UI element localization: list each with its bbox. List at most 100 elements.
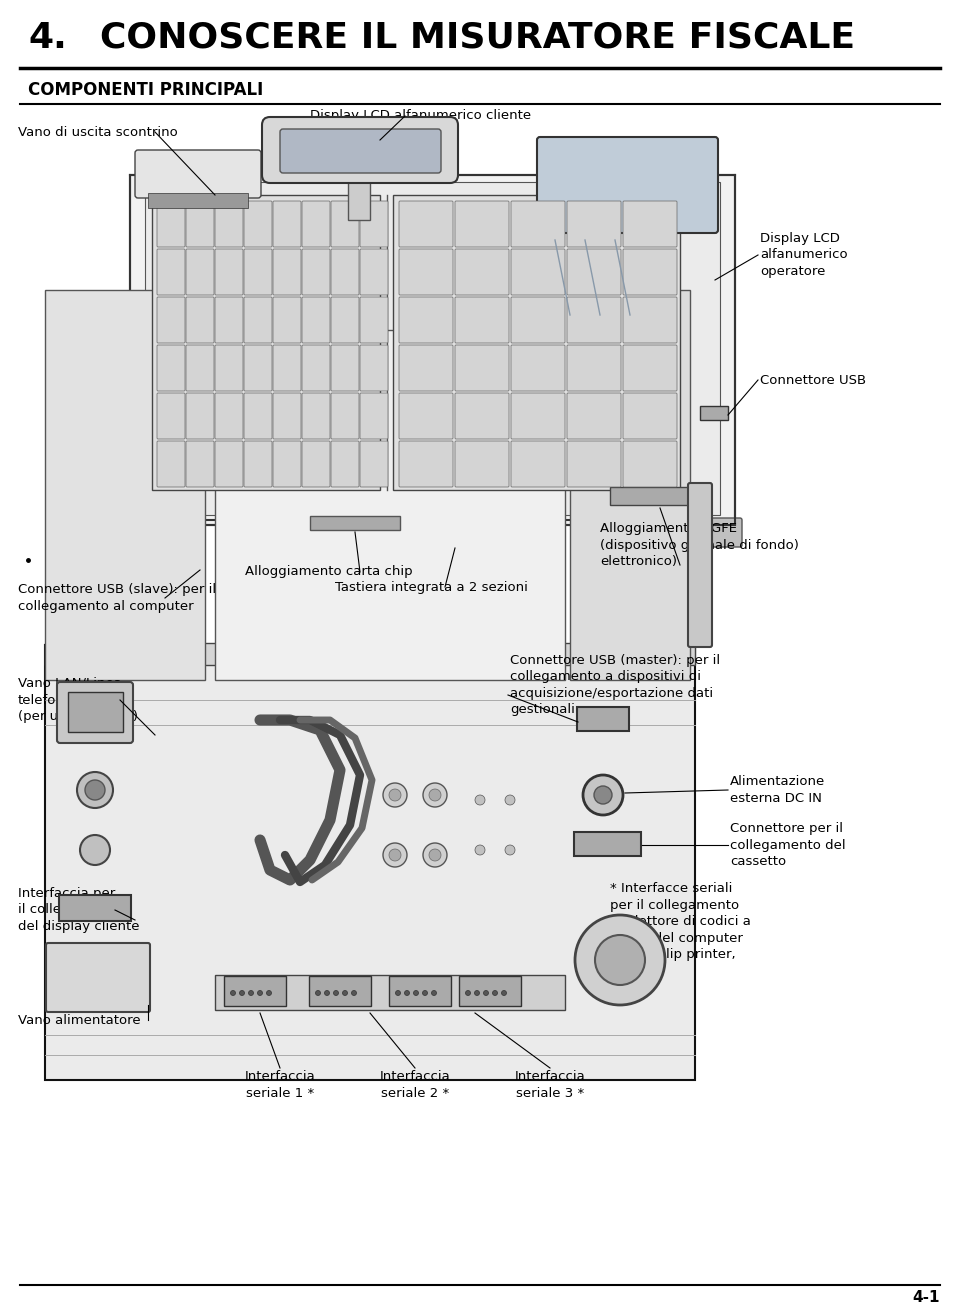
Text: * Interfacce seriali
per il collegamento
del lettore di codici a
barre, del comp: * Interfacce seriali per il collegamento… bbox=[610, 882, 751, 977]
Circle shape bbox=[423, 783, 447, 806]
FancyBboxPatch shape bbox=[455, 249, 509, 295]
Circle shape bbox=[85, 780, 105, 800]
FancyBboxPatch shape bbox=[623, 345, 677, 392]
Circle shape bbox=[267, 990, 272, 996]
Circle shape bbox=[343, 990, 348, 996]
Text: Display LCD alfanumerico cliente: Display LCD alfanumerico cliente bbox=[310, 110, 531, 123]
Polygon shape bbox=[152, 194, 380, 489]
Circle shape bbox=[404, 990, 410, 996]
Circle shape bbox=[351, 990, 356, 996]
Circle shape bbox=[239, 990, 245, 996]
FancyBboxPatch shape bbox=[57, 683, 133, 743]
FancyBboxPatch shape bbox=[215, 393, 243, 438]
Text: Alloggiamento carta chip: Alloggiamento carta chip bbox=[245, 565, 413, 578]
Text: Display LCD
alfanumerico
operatore: Display LCD alfanumerico operatore bbox=[760, 232, 848, 278]
FancyBboxPatch shape bbox=[224, 976, 286, 1006]
FancyBboxPatch shape bbox=[302, 393, 330, 438]
Text: 4.: 4. bbox=[28, 21, 67, 55]
Circle shape bbox=[324, 990, 329, 996]
FancyBboxPatch shape bbox=[511, 201, 565, 247]
FancyBboxPatch shape bbox=[331, 201, 359, 247]
Circle shape bbox=[80, 835, 110, 865]
Circle shape bbox=[501, 990, 507, 996]
FancyBboxPatch shape bbox=[389, 976, 451, 1006]
Text: Interfaccia per
il collegamento
del display cliente: Interfaccia per il collegamento del disp… bbox=[18, 887, 139, 933]
FancyBboxPatch shape bbox=[459, 976, 521, 1006]
FancyBboxPatch shape bbox=[244, 249, 272, 295]
FancyBboxPatch shape bbox=[46, 944, 150, 1011]
Circle shape bbox=[595, 934, 645, 985]
FancyBboxPatch shape bbox=[244, 345, 272, 392]
Bar bbox=[610, 487, 710, 505]
Circle shape bbox=[575, 915, 665, 1005]
FancyBboxPatch shape bbox=[399, 393, 453, 438]
Bar bbox=[570, 290, 690, 680]
Bar bbox=[45, 643, 695, 666]
FancyBboxPatch shape bbox=[399, 441, 453, 487]
FancyBboxPatch shape bbox=[302, 201, 330, 247]
Circle shape bbox=[475, 795, 485, 805]
FancyBboxPatch shape bbox=[537, 137, 718, 234]
Circle shape bbox=[77, 773, 113, 808]
FancyBboxPatch shape bbox=[360, 298, 388, 343]
Circle shape bbox=[429, 790, 441, 801]
FancyBboxPatch shape bbox=[135, 150, 261, 198]
FancyBboxPatch shape bbox=[59, 895, 131, 921]
FancyBboxPatch shape bbox=[273, 201, 301, 247]
Circle shape bbox=[466, 990, 470, 996]
FancyBboxPatch shape bbox=[399, 345, 453, 392]
FancyBboxPatch shape bbox=[331, 249, 359, 295]
FancyBboxPatch shape bbox=[360, 201, 388, 247]
FancyBboxPatch shape bbox=[331, 345, 359, 392]
Circle shape bbox=[316, 990, 321, 996]
FancyBboxPatch shape bbox=[511, 441, 565, 487]
FancyBboxPatch shape bbox=[399, 298, 453, 343]
Text: Alloggiamento DGFE
(dispositivo giornale di fondo)
elettronico): Alloggiamento DGFE (dispositivo giornale… bbox=[600, 522, 799, 568]
FancyBboxPatch shape bbox=[331, 441, 359, 487]
FancyBboxPatch shape bbox=[511, 393, 565, 438]
FancyBboxPatch shape bbox=[608, 518, 652, 547]
Circle shape bbox=[492, 990, 497, 996]
Text: CONOSCERE IL MISURATORE FISCALE: CONOSCERE IL MISURATORE FISCALE bbox=[100, 21, 855, 55]
Bar bbox=[700, 406, 728, 420]
Circle shape bbox=[484, 990, 489, 996]
Text: 4-1: 4-1 bbox=[913, 1291, 940, 1305]
Bar bbox=[68, 692, 123, 732]
Polygon shape bbox=[348, 175, 370, 221]
Text: Alimentazione
esterna DC IN: Alimentazione esterna DC IN bbox=[730, 775, 826, 805]
Text: Vano LAN/Linea
telefonica
(per utilizzi futuri): Vano LAN/Linea telefonica (per utilizzi … bbox=[18, 677, 138, 723]
Circle shape bbox=[475, 846, 485, 855]
Circle shape bbox=[383, 843, 407, 867]
FancyBboxPatch shape bbox=[215, 298, 243, 343]
Circle shape bbox=[333, 990, 339, 996]
FancyBboxPatch shape bbox=[302, 345, 330, 392]
Circle shape bbox=[396, 990, 400, 996]
FancyBboxPatch shape bbox=[215, 345, 243, 392]
FancyBboxPatch shape bbox=[244, 441, 272, 487]
Text: Connettore USB (slave): per il
collegamento al computer: Connettore USB (slave): per il collegame… bbox=[18, 583, 216, 613]
FancyBboxPatch shape bbox=[273, 298, 301, 343]
Circle shape bbox=[257, 990, 262, 996]
FancyBboxPatch shape bbox=[567, 298, 621, 343]
Bar bbox=[45, 290, 205, 680]
Circle shape bbox=[583, 775, 623, 816]
FancyBboxPatch shape bbox=[273, 393, 301, 438]
FancyBboxPatch shape bbox=[273, 249, 301, 295]
Polygon shape bbox=[45, 645, 695, 1081]
FancyBboxPatch shape bbox=[455, 298, 509, 343]
FancyBboxPatch shape bbox=[186, 298, 214, 343]
Text: Interfaccia
seriale 3 *: Interfaccia seriale 3 * bbox=[515, 1070, 586, 1100]
FancyBboxPatch shape bbox=[309, 976, 371, 1006]
Bar bbox=[0, 0, 960, 68]
FancyBboxPatch shape bbox=[577, 707, 629, 731]
Text: Connettore per il
collegamento del
cassetto: Connettore per il collegamento del casse… bbox=[730, 822, 846, 868]
FancyBboxPatch shape bbox=[623, 201, 677, 247]
FancyBboxPatch shape bbox=[360, 393, 388, 438]
Text: Connettore USB (master): per il
collegamento a dispositivi di
acquisizione/espor: Connettore USB (master): per il collegam… bbox=[510, 654, 720, 716]
Text: Tastiera integrata a 2 sezioni: Tastiera integrata a 2 sezioni bbox=[335, 581, 528, 594]
Polygon shape bbox=[145, 181, 720, 515]
FancyBboxPatch shape bbox=[244, 298, 272, 343]
Circle shape bbox=[505, 846, 515, 855]
FancyBboxPatch shape bbox=[567, 441, 621, 487]
Circle shape bbox=[230, 990, 235, 996]
